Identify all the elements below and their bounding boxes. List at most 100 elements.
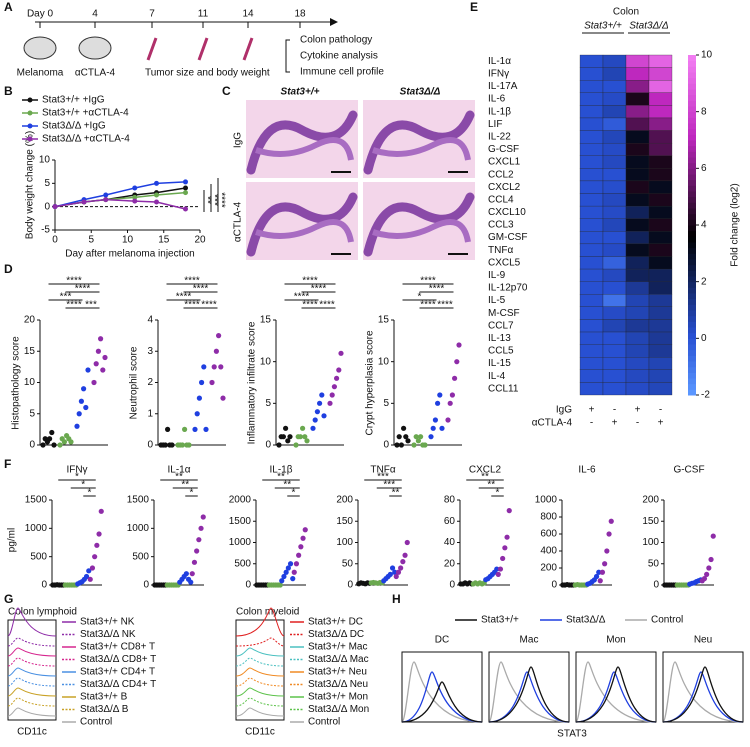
data-point bbox=[186, 442, 192, 448]
data-point bbox=[87, 576, 93, 582]
heat-cell bbox=[625, 80, 650, 93]
heat-cell bbox=[579, 231, 604, 245]
data-point bbox=[456, 342, 462, 348]
data-point bbox=[183, 179, 188, 185]
significance: * bbox=[292, 488, 296, 499]
colorbar-step bbox=[688, 94, 696, 101]
colorbar-step bbox=[688, 253, 696, 260]
histogram-curve bbox=[235, 637, 285, 647]
heat-cell bbox=[579, 205, 604, 219]
data-point bbox=[430, 425, 436, 431]
heat-cell bbox=[648, 80, 673, 93]
y-tick-label: 5 bbox=[265, 398, 271, 409]
legend-label: Stat3+/+ Mac bbox=[308, 642, 367, 653]
data-point bbox=[154, 180, 159, 186]
significance: **** bbox=[75, 284, 91, 295]
data-point bbox=[191, 559, 198, 565]
data-point bbox=[192, 426, 198, 432]
y-tick-label: 10 bbox=[378, 356, 390, 367]
row-label: IL-6 bbox=[488, 94, 506, 105]
data-point bbox=[283, 569, 289, 575]
colorbar-step bbox=[688, 117, 696, 124]
data-point bbox=[428, 434, 434, 440]
row-label: CXCL1 bbox=[488, 157, 521, 168]
data-point bbox=[68, 439, 74, 445]
y-tick-label: 500 bbox=[234, 558, 251, 569]
data-point bbox=[52, 204, 58, 210]
heat-cell bbox=[579, 155, 604, 169]
heat-cell bbox=[625, 155, 650, 169]
y-axis-label: Inflammatory infiltrate score bbox=[247, 321, 258, 444]
tissue bbox=[246, 110, 358, 175]
data-point bbox=[445, 417, 451, 423]
data-point bbox=[85, 367, 91, 373]
colorbar-step bbox=[688, 230, 696, 237]
label: - bbox=[659, 405, 662, 416]
label: Colon bbox=[613, 7, 639, 18]
row-label: TNFα bbox=[488, 245, 513, 256]
significance: **** bbox=[184, 300, 200, 311]
data-point bbox=[608, 518, 614, 524]
legend-label: Stat3+/+ bbox=[481, 615, 519, 626]
y-axis-label: Crypt hyperplasia score bbox=[365, 330, 376, 435]
colorbar-step bbox=[688, 157, 696, 164]
data-point bbox=[413, 434, 419, 440]
data-point bbox=[51, 442, 57, 448]
y-tick-label: 150 bbox=[336, 516, 353, 527]
legend-label: Stat3+/+ +IgG bbox=[42, 95, 105, 106]
y-tick-label: 200 bbox=[642, 495, 659, 506]
histogram-curve bbox=[235, 697, 285, 707]
heat-cell bbox=[648, 130, 673, 144]
plot-title: Neu bbox=[694, 635, 712, 646]
heat-cell bbox=[625, 369, 650, 383]
significance: *** bbox=[60, 292, 72, 303]
data-point bbox=[183, 206, 188, 212]
data-point bbox=[393, 573, 399, 580]
colorbar-step bbox=[688, 293, 696, 300]
legend-label: Stat3Δ/Δ CD4+ T bbox=[80, 679, 156, 690]
data-point bbox=[93, 361, 99, 367]
colorbar-step bbox=[688, 389, 696, 396]
colorbar-step bbox=[688, 60, 696, 67]
heat-cell bbox=[648, 142, 673, 156]
y-tick-label: 2 bbox=[147, 377, 153, 388]
row-label: LIF bbox=[488, 119, 502, 130]
colorbar-step bbox=[688, 179, 696, 186]
colorbar-step bbox=[688, 264, 696, 271]
histogram-curve bbox=[7, 677, 57, 687]
mouse-icon bbox=[78, 36, 112, 60]
label: Melanoma bbox=[17, 68, 64, 79]
y-tick-label: 0 bbox=[41, 580, 47, 591]
heat-cell bbox=[602, 319, 627, 333]
label: + bbox=[635, 405, 641, 416]
plot-title: IL-1β bbox=[270, 465, 293, 476]
data-point bbox=[404, 539, 410, 546]
row-label: CCL5 bbox=[488, 346, 514, 357]
heat-cell bbox=[625, 205, 650, 219]
data-point bbox=[83, 573, 90, 580]
colorbar-step bbox=[688, 208, 696, 215]
significance: **** bbox=[420, 276, 436, 287]
data-point bbox=[402, 552, 408, 558]
label: αCTLA-4 bbox=[75, 68, 116, 79]
label: Stat3Δ/Δ bbox=[400, 87, 441, 98]
heat-cell bbox=[579, 256, 604, 270]
data-point bbox=[389, 565, 396, 571]
day-label: 4 bbox=[92, 9, 98, 20]
x-axis-label: CD11c bbox=[245, 727, 275, 738]
plot-title: Mon bbox=[606, 635, 625, 646]
heat-cell bbox=[625, 344, 650, 358]
row-label: CCL4 bbox=[488, 194, 514, 205]
y-tick-label: 800 bbox=[540, 512, 557, 523]
data-point bbox=[169, 442, 175, 448]
tissue bbox=[363, 110, 475, 175]
data-point bbox=[103, 192, 109, 198]
heat-cell bbox=[579, 268, 604, 282]
histogram-curve bbox=[662, 671, 744, 723]
data-point bbox=[285, 565, 291, 571]
significance: *** bbox=[208, 194, 219, 206]
data-point bbox=[418, 434, 424, 440]
heat-cell bbox=[602, 80, 627, 93]
row-label: IL-1α bbox=[488, 56, 511, 67]
data-point bbox=[81, 199, 87, 205]
